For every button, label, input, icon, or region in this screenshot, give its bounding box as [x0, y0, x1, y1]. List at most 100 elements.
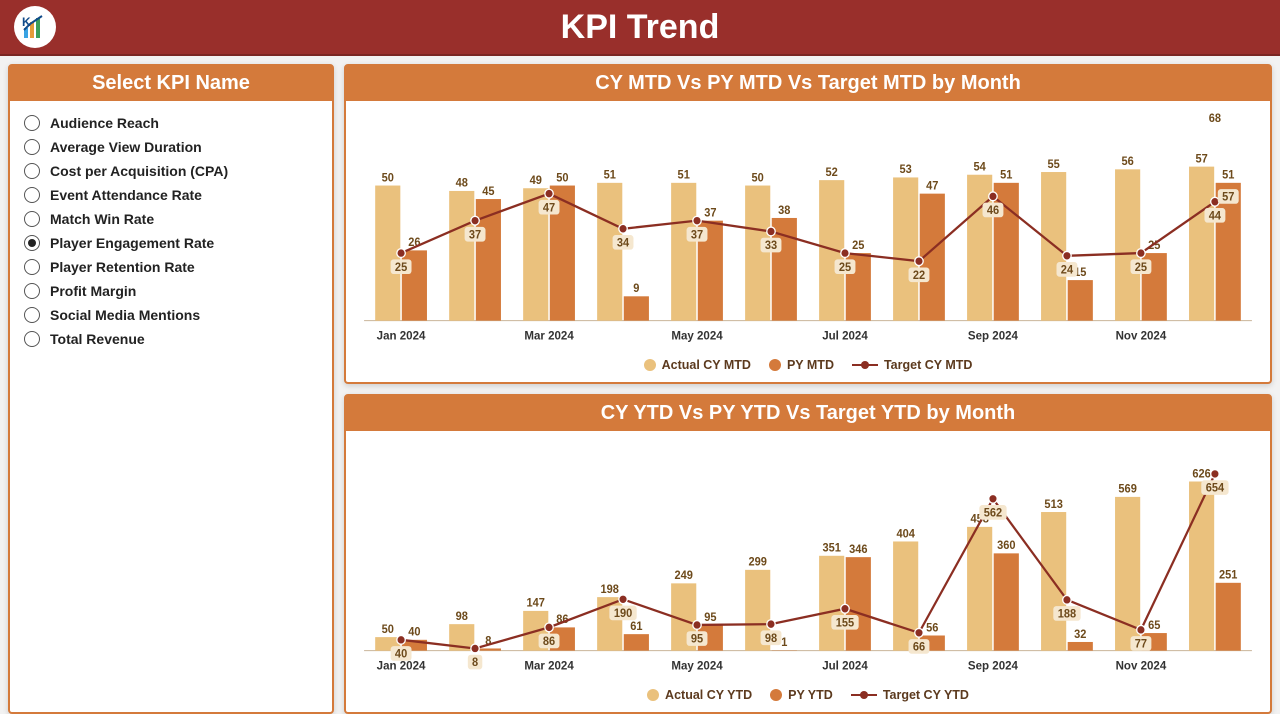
radio-icon	[24, 307, 40, 323]
svg-text:Nov 2024: Nov 2024	[1116, 329, 1167, 342]
svg-text:57: 57	[1195, 153, 1207, 165]
svg-text:Mar 2024: Mar 2024	[524, 659, 574, 672]
svg-text:54: 54	[974, 161, 987, 173]
charts-column: CY MTD Vs PY MTD Vs Target MTD by Month …	[344, 64, 1272, 714]
svg-text:9: 9	[633, 283, 639, 295]
kpi-slicer-panel: Select KPI Name Audience Reach Average Vi…	[8, 64, 334, 714]
svg-text:37: 37	[469, 229, 481, 241]
svg-text:61: 61	[630, 621, 642, 633]
radio-icon	[24, 139, 40, 155]
kpi-option[interactable]: Player Retention Rate	[24, 255, 318, 279]
svg-text:47: 47	[926, 180, 938, 192]
svg-text:50: 50	[382, 624, 394, 636]
legend-swatch-icon	[644, 359, 656, 371]
svg-text:188: 188	[1058, 608, 1076, 620]
radio-icon	[24, 235, 40, 251]
svg-text:Jul 2024: Jul 2024	[822, 329, 868, 342]
svg-text:34: 34	[617, 237, 630, 249]
kpi-option[interactable]: Average View Duration	[24, 135, 318, 159]
kpi-option-label: Player Engagement Rate	[50, 235, 214, 251]
kpi-option[interactable]: Social Media Mentions	[24, 303, 318, 327]
svg-text:562: 562	[984, 507, 1002, 519]
svg-text:44: 44	[1209, 210, 1222, 222]
legend-label: Actual CY YTD	[665, 688, 752, 702]
chart-mtd-body: 5026484549505195137503852255347545155155…	[346, 101, 1270, 352]
svg-text:46: 46	[987, 205, 999, 217]
radio-icon	[24, 115, 40, 131]
kpi-slicer-header: Select KPI Name	[10, 66, 332, 101]
svg-text:98: 98	[765, 633, 777, 645]
svg-text:Sep 2024: Sep 2024	[968, 329, 1018, 342]
chart-mtd-title: CY MTD Vs PY MTD Vs Target MTD by Month	[346, 66, 1270, 101]
chart-ytd-body: 5040988147861986124995299135134640456458…	[346, 431, 1270, 682]
svg-text:51: 51	[1000, 169, 1012, 181]
kpi-option[interactable]: Event Attendance Rate	[24, 183, 318, 207]
svg-text:51: 51	[678, 169, 690, 181]
svg-text:32: 32	[1074, 629, 1086, 641]
svg-text:Jul 2024: Jul 2024	[822, 659, 868, 672]
kpi-option[interactable]: Profit Margin	[24, 279, 318, 303]
svg-text:351: 351	[822, 542, 840, 554]
legend-label: PY YTD	[788, 688, 833, 702]
svg-text:68: 68	[1209, 113, 1221, 125]
svg-text:57: 57	[1222, 191, 1234, 203]
page-title: KPI Trend	[0, 8, 1280, 47]
chart-ytd-title: CY YTD Vs PY YTD Vs Target YTD by Month	[346, 396, 1270, 431]
kpi-option[interactable]: Player Engagement Rate	[24, 231, 318, 255]
svg-text:98: 98	[456, 611, 468, 623]
svg-text:51: 51	[604, 169, 616, 181]
chart-ytd-legend: Actual CY YTD PY YTD Target CY YTD	[346, 682, 1270, 712]
svg-text:52: 52	[826, 167, 838, 179]
svg-text:251: 251	[1219, 569, 1237, 581]
kpi-option-label: Average View Duration	[50, 139, 202, 155]
svg-text:569: 569	[1118, 484, 1136, 496]
svg-text:95: 95	[704, 612, 716, 624]
kpi-option-label: Player Retention Rate	[50, 259, 195, 275]
kpi-option-label: Event Attendance Rate	[50, 187, 202, 203]
svg-text:66: 66	[913, 641, 925, 653]
svg-text:626: 626	[1192, 468, 1210, 480]
svg-text:360: 360	[997, 540, 1015, 552]
kpi-option-label: Profit Margin	[50, 283, 136, 299]
radio-icon	[24, 211, 40, 227]
radio-icon	[24, 163, 40, 179]
legend-label: Target CY MTD	[884, 358, 972, 372]
svg-text:249: 249	[674, 570, 692, 582]
kpi-option-label: Total Revenue	[50, 331, 145, 347]
svg-text:190: 190	[614, 608, 632, 620]
chart-panel-mtd: CY MTD Vs PY MTD Vs Target MTD by Month …	[344, 64, 1272, 384]
kpi-slicer-list: Audience Reach Average View Duration Cost …	[10, 101, 332, 361]
kpi-option[interactable]: Match Win Rate	[24, 207, 318, 231]
legend-line-icon	[851, 691, 877, 699]
app-logo: K	[14, 6, 56, 48]
svg-text:45: 45	[482, 186, 494, 198]
svg-text:37: 37	[691, 229, 703, 241]
svg-text:24: 24	[1061, 264, 1074, 276]
svg-text:65: 65	[1148, 620, 1160, 632]
legend-item-py-ytd: PY YTD	[770, 688, 833, 702]
kpi-option[interactable]: Audience Reach	[24, 111, 318, 135]
kpi-option-label: Social Media Mentions	[50, 307, 200, 323]
svg-text:299: 299	[748, 556, 766, 568]
svg-text:Jan 2024: Jan 2024	[377, 329, 426, 342]
kpi-option[interactable]: Cost per Acquisition (CPA)	[24, 159, 318, 183]
svg-text:40: 40	[408, 626, 420, 638]
svg-text:346: 346	[849, 544, 867, 556]
chart-mtd-legend: Actual CY MTD PY MTD Target CY MTD	[346, 352, 1270, 382]
svg-text:155: 155	[836, 617, 854, 629]
legend-item-target-cy-ytd: Target CY YTD	[851, 688, 969, 702]
kpi-option[interactable]: Total Revenue	[24, 327, 318, 351]
radio-icon	[24, 283, 40, 299]
svg-text:95: 95	[691, 634, 703, 646]
svg-text:50: 50	[752, 172, 764, 184]
legend-line-icon	[852, 361, 878, 369]
svg-text:K: K	[22, 15, 31, 29]
legend-swatch-icon	[647, 689, 659, 701]
legend-item-target-cy-mtd: Target CY MTD	[852, 358, 972, 372]
svg-text:33: 33	[765, 240, 777, 252]
svg-text:May 2024: May 2024	[671, 329, 723, 342]
svg-text:77: 77	[1135, 638, 1147, 650]
radio-icon	[24, 187, 40, 203]
kpi-option-label: Cost per Acquisition (CPA)	[50, 163, 228, 179]
svg-text:25: 25	[395, 262, 407, 274]
